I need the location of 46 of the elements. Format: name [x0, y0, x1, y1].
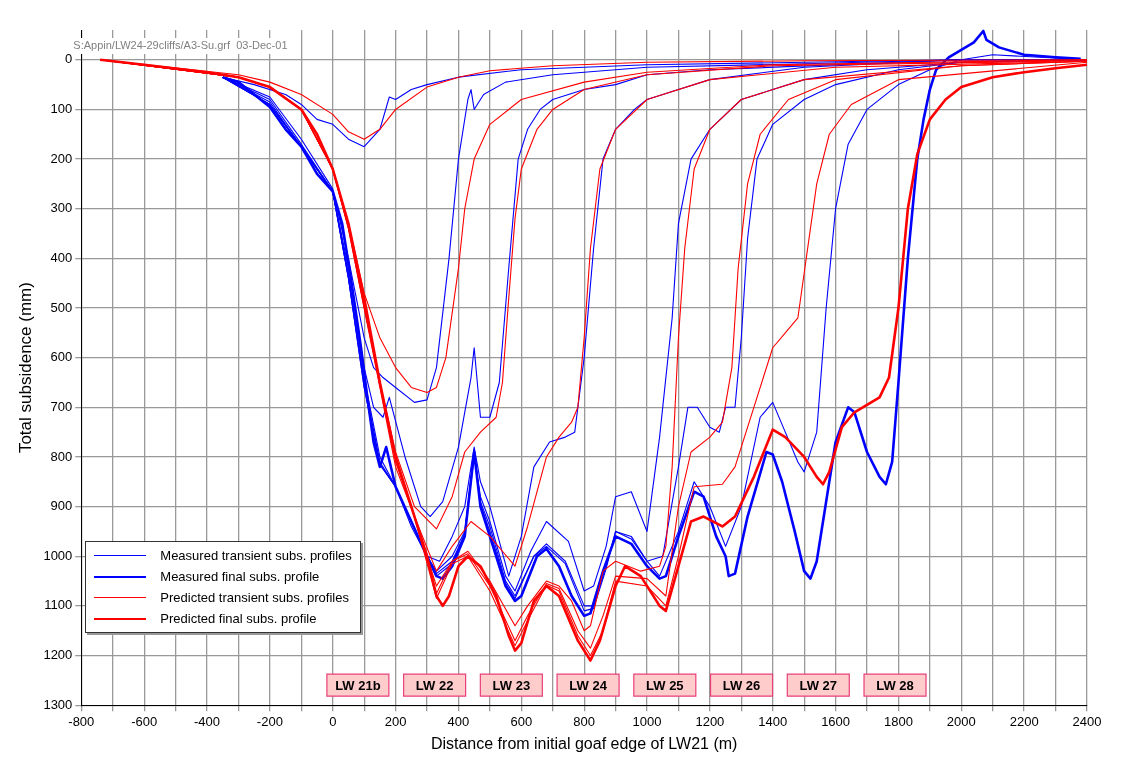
x-tick-label: 1200 — [695, 713, 725, 729]
annotation: LW 25 — [646, 677, 684, 693]
y-tick-label: 1100 — [44, 597, 73, 613]
y-tick-label: 600 — [50, 349, 73, 365]
x-tick-label: -600 — [131, 713, 158, 729]
x-tick-label: 800 — [573, 713, 596, 729]
y-tick-label: 0 — [65, 51, 73, 67]
y-tick-label: 1000 — [43, 547, 73, 563]
y-tick-label: 200 — [50, 150, 73, 166]
x-tick-label: -800 — [68, 713, 95, 729]
y-tick-label: 1300 — [43, 696, 73, 712]
y-axis-title: Total subsidence (mm) — [15, 282, 35, 454]
legend-label: Measured transient subs. profiles — [160, 547, 352, 566]
x-tick-label: -400 — [194, 713, 221, 729]
y-tick-label: 300 — [50, 200, 73, 216]
y-tick-label: 800 — [50, 448, 73, 464]
x-tick-label: 1600 — [821, 713, 851, 729]
x-tick-label: 1800 — [883, 713, 913, 729]
y-tick-label: 1200 — [43, 647, 73, 663]
x-tick-label: 200 — [384, 713, 407, 729]
annotation: LW 27 — [799, 677, 838, 693]
x-tick-label: 1000 — [632, 713, 662, 729]
annotation: LW 28 — [876, 677, 914, 693]
y-tick-label: 500 — [50, 299, 73, 315]
x-tick-label: 0 — [329, 713, 337, 729]
annotation: S:Appin/LW24-29cliffs/A3-Su.grf 03-Dec-01 — [73, 38, 288, 51]
y-tick-label: 400 — [50, 249, 73, 265]
x-tick-label: -200 — [256, 713, 283, 729]
legend-label: Predicted transient subs. profiles — [160, 589, 349, 608]
x-tick-label: 600 — [510, 713, 533, 729]
legend-label: Predicted final subs. profile — [160, 610, 317, 629]
y-tick-label: 100 — [50, 101, 73, 117]
annotation: LW 22 — [415, 677, 454, 693]
annotation: LW 26 — [722, 677, 761, 693]
x-axis-title: Distance from initial goaf edge of LW21 (m) — [430, 734, 738, 752]
annotation: LW 24 — [569, 677, 608, 693]
x-tick-label: 2400 — [1072, 713, 1102, 729]
x-tick-label: 2200 — [1009, 713, 1039, 729]
x-tick-label: 1400 — [758, 713, 788, 729]
x-tick-label: 400 — [447, 713, 470, 729]
legend-label: Measured final subs. profile — [160, 568, 320, 587]
y-tick-label: 700 — [50, 398, 73, 414]
y-tick-label: 900 — [50, 498, 73, 514]
x-tick-label: 2000 — [946, 713, 976, 729]
annotation: LW 23 — [492, 677, 531, 693]
annotation: LW 21b — [335, 677, 381, 693]
